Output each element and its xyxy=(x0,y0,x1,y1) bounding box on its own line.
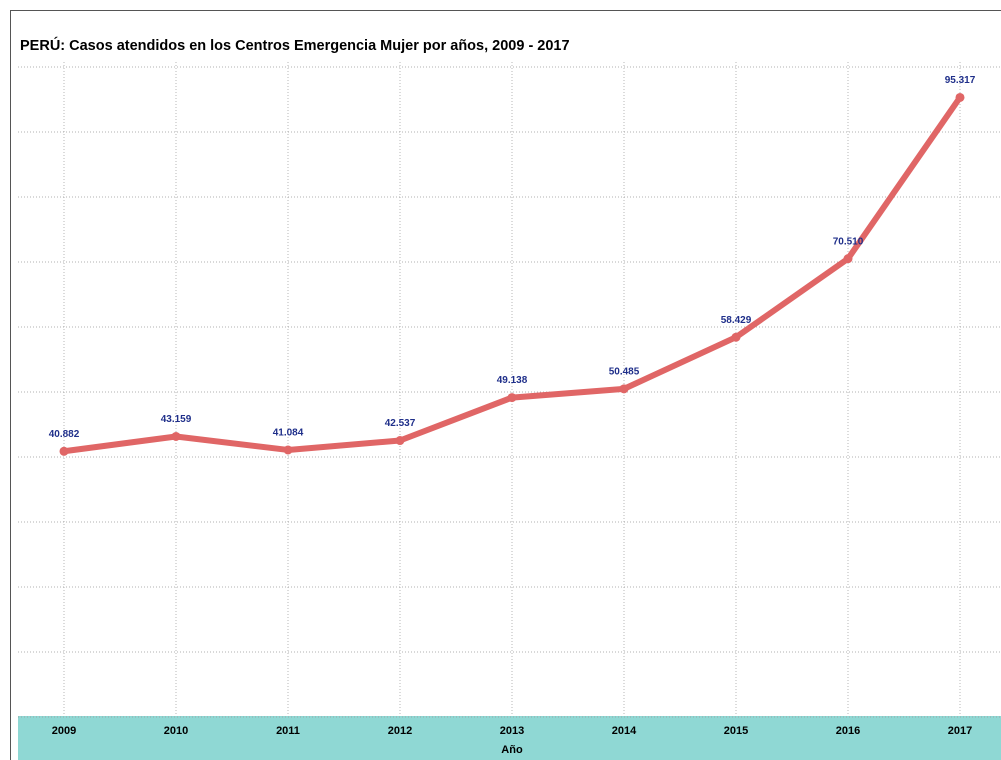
data-label: 58.429 xyxy=(721,315,752,326)
frame xyxy=(10,10,1001,760)
data-label: 49.138 xyxy=(497,375,528,386)
x-tick-label: 2014 xyxy=(612,725,637,737)
data-label: 42.537 xyxy=(385,418,416,429)
x-tick-label: 2013 xyxy=(500,725,524,737)
x-tick-label: 2016 xyxy=(836,725,860,737)
point xyxy=(955,92,965,102)
point xyxy=(59,446,69,456)
point xyxy=(731,332,741,342)
x-tick-label: 2012 xyxy=(388,725,412,737)
data-label: 70.510 xyxy=(833,236,864,247)
x-tick-label: 2011 xyxy=(276,725,300,737)
x-tick-label: 2015 xyxy=(724,725,748,737)
point xyxy=(171,431,181,441)
x-tick-label: 2010 xyxy=(164,725,188,737)
data-label: 40.882 xyxy=(49,429,80,440)
x-tick-label: 2009 xyxy=(52,725,76,737)
point xyxy=(619,384,629,394)
chart-title: PERÚ: Casos atendidos en los Centros Eme… xyxy=(20,36,570,54)
x-axis-label: Año xyxy=(501,744,523,756)
point xyxy=(395,436,405,446)
point xyxy=(507,393,517,403)
data-label: 50.485 xyxy=(609,366,640,377)
data-label: 95.317 xyxy=(945,75,976,86)
x-axis-band xyxy=(18,716,1001,760)
x-tick-label: 2017 xyxy=(948,725,972,737)
point xyxy=(843,254,853,264)
data-label: 41.084 xyxy=(273,428,304,439)
point xyxy=(283,445,293,455)
data-label: 43.159 xyxy=(161,414,192,425)
